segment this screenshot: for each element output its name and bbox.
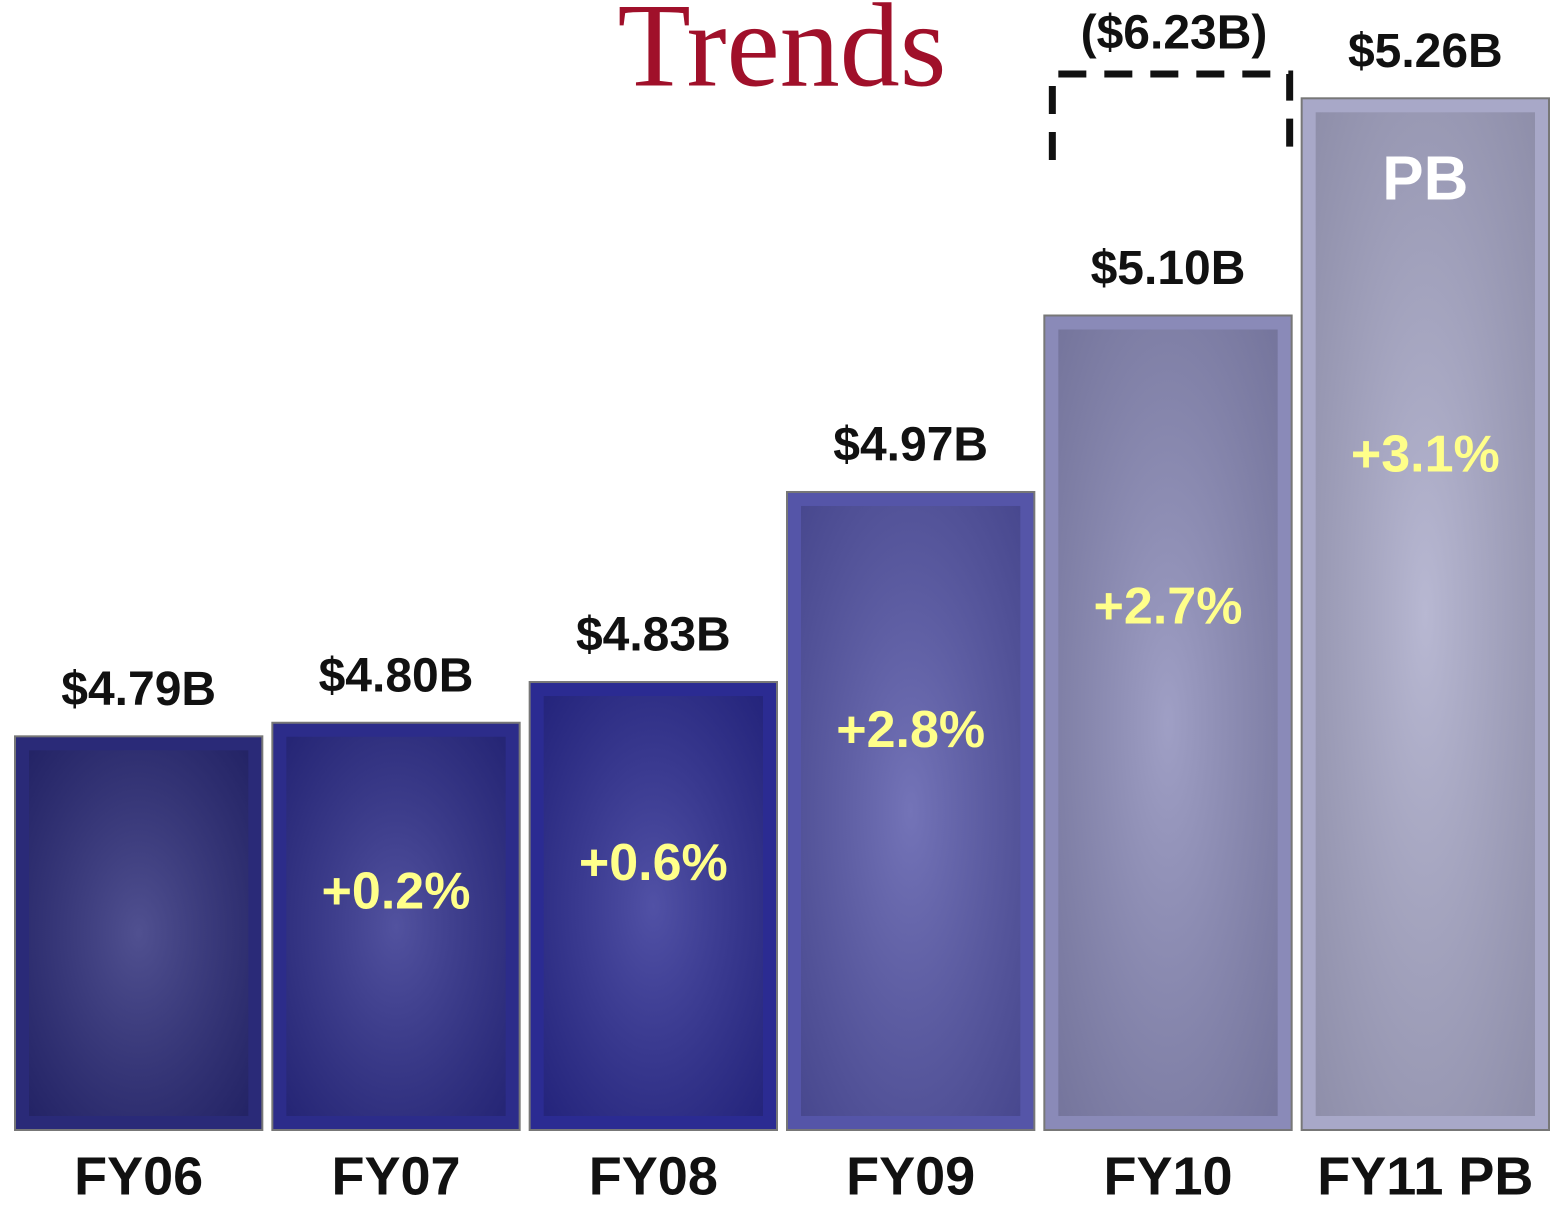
x-tick-label: FY10 xyxy=(1103,1146,1232,1206)
dashed-box xyxy=(1048,70,1294,160)
value-label: $5.26B xyxy=(1348,25,1503,78)
bar-shade xyxy=(801,505,1021,1117)
x-tick-label: FY06 xyxy=(74,1146,203,1206)
bar-shade xyxy=(286,736,506,1116)
growth-label: +2.8% xyxy=(836,701,985,759)
chart-title: Trends xyxy=(617,0,946,112)
x-tick-label: FY09 xyxy=(846,1146,975,1206)
value-label: $4.79B xyxy=(61,663,216,716)
growth-label: +0.6% xyxy=(579,834,728,892)
bar-shade xyxy=(1058,329,1278,1116)
value-label: $4.80B xyxy=(319,649,474,702)
growth-label: +0.2% xyxy=(322,863,471,921)
bar-note: PB xyxy=(1382,145,1468,214)
bar-shade xyxy=(543,696,763,1116)
value-label: $4.83B xyxy=(576,609,731,662)
x-tick-label: FY08 xyxy=(589,1146,718,1206)
growth-label: +2.7% xyxy=(1094,578,1243,636)
dashed-label: ($6.23B) xyxy=(1081,7,1268,60)
bar-shade xyxy=(1315,112,1535,1117)
growth-label: +3.1% xyxy=(1351,426,1500,484)
value-label: $5.10B xyxy=(1091,242,1246,295)
x-tick-label: FY11 PB xyxy=(1317,1146,1533,1206)
bar-shade xyxy=(29,750,249,1116)
value-label: $4.97B xyxy=(833,419,988,472)
x-tick-label: FY07 xyxy=(331,1146,460,1206)
